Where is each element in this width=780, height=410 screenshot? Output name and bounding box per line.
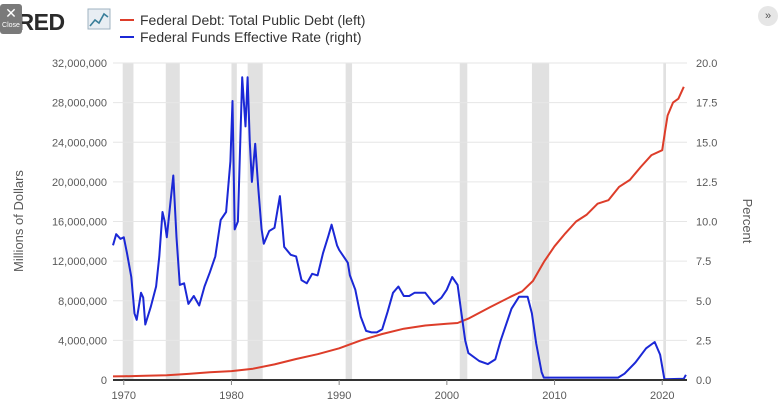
y-right-tick-label: 17.5 [696,98,717,110]
legend-label-rate: Federal Funds Effective Rate (right) [140,29,362,45]
x-tick-label: 1990 [327,390,351,402]
y-right-tick-label: 12.5 [696,177,717,189]
y-right-tick-label: 0.0 [696,375,711,387]
series-line-public-debt [112,86,685,378]
close-icon: ✕ [5,5,17,21]
x-tick-label: 1980 [219,390,243,402]
y-right-tick-label: 7.5 [696,256,711,268]
series-line-fed-funds-rate [112,76,687,381]
y-right-tick-label: 2.5 [696,335,711,347]
x-tick-label: 1970 [112,390,136,402]
expand-button[interactable]: » [758,6,778,26]
chevron-right-icon: » [764,10,772,22]
y-right-tick-label: 15.0 [696,137,717,149]
y-left-tick-label: 8,000,000 [58,296,107,308]
close-button-label: Close [2,22,20,29]
y-left-axis-title: Millions of Dollars [11,170,26,272]
y-left-tick-label: 0 [101,375,107,387]
y-left-tick-label: 32,000,000 [52,58,107,70]
y-left-tick-label: 28,000,000 [52,98,107,110]
y-right-tick-label: 10.0 [696,217,717,229]
x-tick-label: 2010 [542,390,566,402]
close-button[interactable]: ✕ Close [0,4,22,34]
series-lines [112,76,687,381]
y-right-tick-label: 5.0 [696,296,711,308]
y-left-tick-label: 20,000,000 [52,177,107,189]
fred-logo-chart-icon [87,8,111,30]
y-left-tick-label: 12,000,000 [52,256,107,268]
x-tick-label: 2000 [435,390,459,402]
y-left-tick-label: 16,000,000 [52,217,107,229]
y-right-axis-title: Percent [740,199,755,244]
y-left-tick-label: 24,000,000 [52,137,107,149]
legend: Federal Debt: Total Public Debt (left) F… [120,12,365,45]
y-left-tick-label: 4,000,000 [58,335,107,347]
y-right-tick-label: 20.0 [696,58,717,70]
gridlines [113,62,687,341]
x-tick-label: 2020 [650,390,674,402]
legend-label-debt: Federal Debt: Total Public Debt (left) [140,12,365,28]
axes: 0 0.0 4,000,000 2.5 8,000,000 5.0 12,000,000 7.… [52,58,717,402]
